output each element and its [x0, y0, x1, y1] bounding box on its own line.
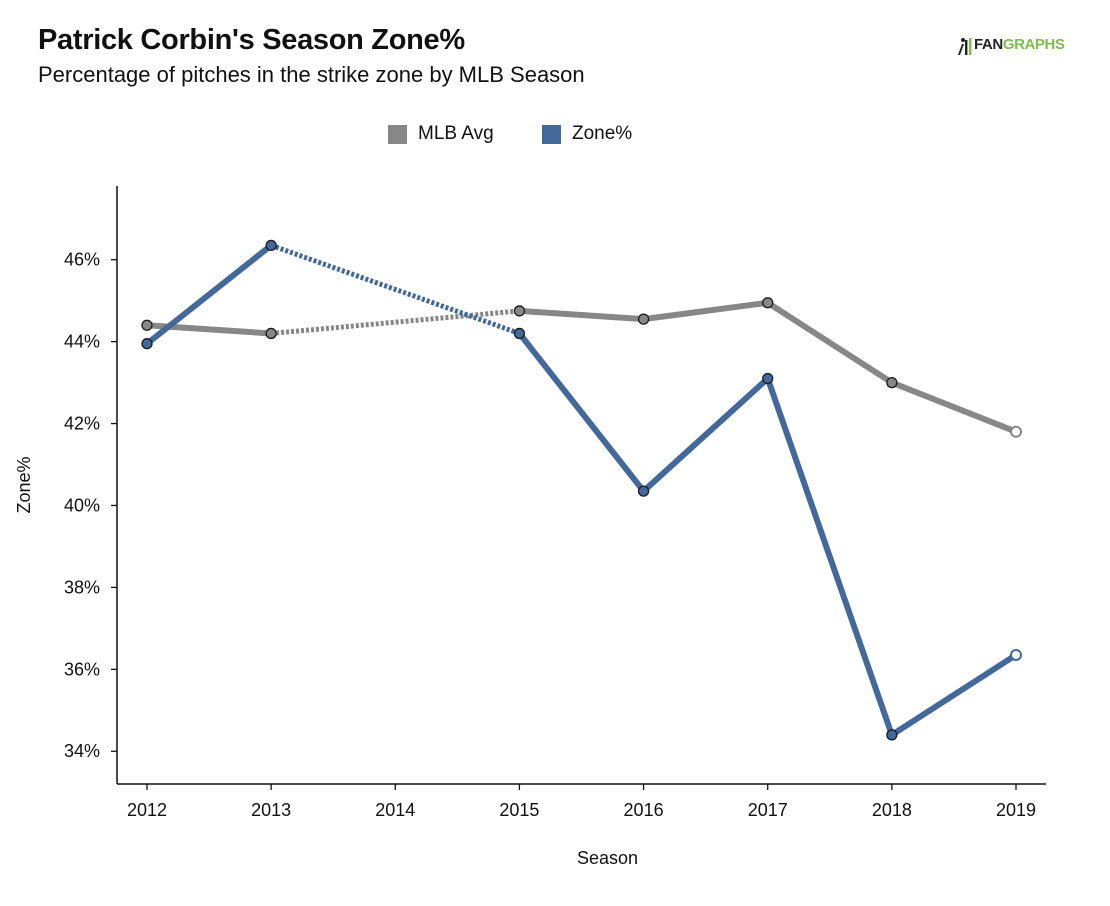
data-point-zone	[141, 338, 153, 350]
series-gap-segment-mlb-avg	[270, 308, 520, 336]
series-line-segment-zone	[516, 330, 647, 495]
data-point-zone	[637, 485, 650, 497]
y-axis-title: Zone%	[14, 456, 34, 513]
y-tick-label: 38%	[64, 577, 100, 597]
x-tick-label: 2016	[624, 800, 664, 820]
x-tick-label: 2014	[375, 800, 415, 820]
data-point-mlb-avg	[637, 313, 650, 325]
data-point-zone	[1010, 648, 1022, 661]
legend: MLB Avg Zone%	[0, 122, 1110, 148]
data-point-zone	[513, 327, 526, 340]
fangraphs-logo-icon	[958, 38, 972, 55]
series-line-segment-zone	[888, 651, 1019, 738]
x-tick-label: 2019	[996, 800, 1036, 820]
legend-label-zone: Zone%	[572, 123, 633, 144]
legend-label-mlb-avg: MLB Avg	[418, 123, 494, 144]
chart-title: Patrick Corbin's Season Zone%	[38, 24, 465, 56]
chart-subtitle: Percentage of pitches in the strike zone…	[38, 62, 585, 87]
data-point-mlb-avg	[762, 297, 774, 309]
series-line-segment-zone	[764, 375, 895, 738]
series-line-segment-zone	[640, 375, 771, 495]
series-line-segment-mlb-avg	[888, 379, 1019, 435]
y-tick-label: 36%	[64, 659, 100, 679]
x-tick-label: 2017	[748, 800, 788, 820]
x-axis-title: Season	[577, 848, 638, 868]
chart-series-points	[141, 239, 1022, 741]
data-point-mlb-avg	[513, 305, 526, 317]
data-point-mlb-avg	[886, 376, 898, 389]
y-tick-label: 40%	[64, 495, 100, 515]
series-line-segment-mlb-avg	[764, 299, 895, 386]
x-tick-label: 2013	[251, 800, 291, 820]
chart-axes: 34% 36% 38% 40% 42% 44% 46% 2012 2013 2014 2015 201…	[14, 186, 1046, 868]
fangraphs-logo-text: FANGRAPHS	[974, 36, 1065, 53]
y-tick-label: 42%	[64, 414, 100, 434]
data-point-zone	[265, 239, 277, 252]
x-tick-label: 2015	[499, 800, 539, 820]
chart-series-lines	[144, 242, 1019, 738]
y-tick-label: 46%	[64, 250, 100, 270]
y-tick-label: 44%	[64, 332, 100, 352]
data-point-zone	[886, 729, 898, 741]
data-point-mlb-avg	[141, 319, 153, 331]
logo-text-graphs: GRAPHS	[1002, 36, 1065, 53]
data-point-mlb-avg	[1010, 425, 1022, 438]
series-line-segment-mlb-avg	[516, 307, 647, 323]
y-tick-label: 34%	[64, 741, 100, 761]
fangraphs-logo[interactable]: FANGRAPHS	[956, 36, 1086, 56]
data-point-mlb-avg	[265, 327, 277, 340]
x-tick-label: 2012	[127, 800, 167, 820]
series-line-segment-mlb-avg	[640, 299, 771, 323]
series-line-segment-zone	[144, 242, 275, 347]
series-gap-segment-zone	[270, 243, 521, 336]
x-tick-label: 2018	[872, 800, 912, 820]
legend-swatch-zone	[542, 125, 561, 144]
data-point-zone	[762, 372, 774, 385]
legend-swatch-mlb-avg	[388, 125, 407, 144]
logo-text-fan: FAN	[974, 36, 1003, 53]
